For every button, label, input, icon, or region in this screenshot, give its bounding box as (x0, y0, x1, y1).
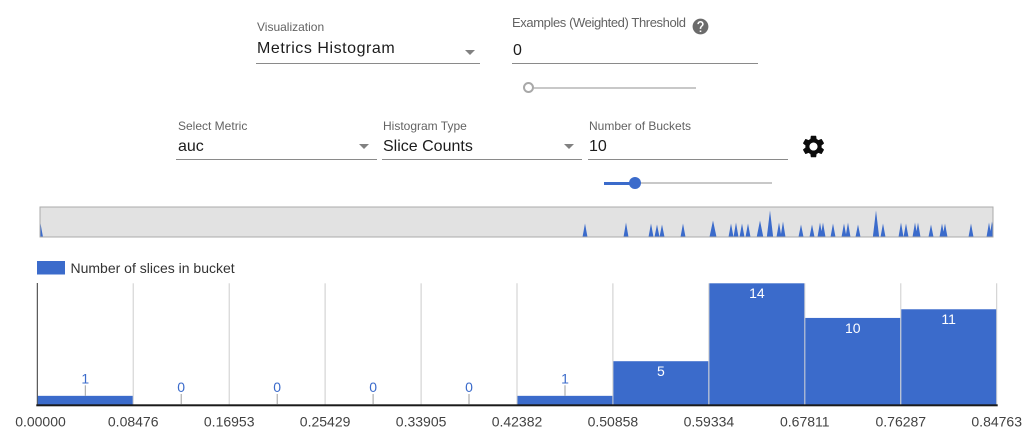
svg-text:Number of slices in bucket: Number of slices in bucket (71, 260, 235, 276)
svg-text:5: 5 (657, 363, 665, 379)
svg-text:0.76287: 0.76287 (875, 414, 926, 430)
svg-text:14: 14 (749, 285, 765, 301)
svg-text:0.08476: 0.08476 (108, 414, 159, 430)
svg-text:0.25429: 0.25429 (300, 414, 351, 430)
svg-text:0.42382: 0.42382 (492, 414, 543, 430)
svg-text:0: 0 (369, 379, 377, 395)
svg-text:1: 1 (561, 370, 569, 386)
svg-text:10: 10 (845, 320, 861, 336)
svg-text:0.59334: 0.59334 (684, 414, 735, 430)
svg-text:0: 0 (465, 379, 473, 395)
svg-text:0: 0 (177, 379, 185, 395)
svg-text:0.67811: 0.67811 (780, 414, 830, 430)
svg-text:0.00000: 0.00000 (15, 414, 66, 430)
svg-text:0: 0 (273, 379, 281, 395)
svg-text:0.16953: 0.16953 (204, 414, 255, 430)
svg-text:1: 1 (81, 370, 89, 386)
svg-text:0.33905: 0.33905 (396, 414, 447, 430)
svg-text:0.50858: 0.50858 (588, 414, 639, 430)
svg-text:11: 11 (941, 311, 956, 327)
svg-text:0.84763: 0.84763 (971, 414, 1022, 430)
